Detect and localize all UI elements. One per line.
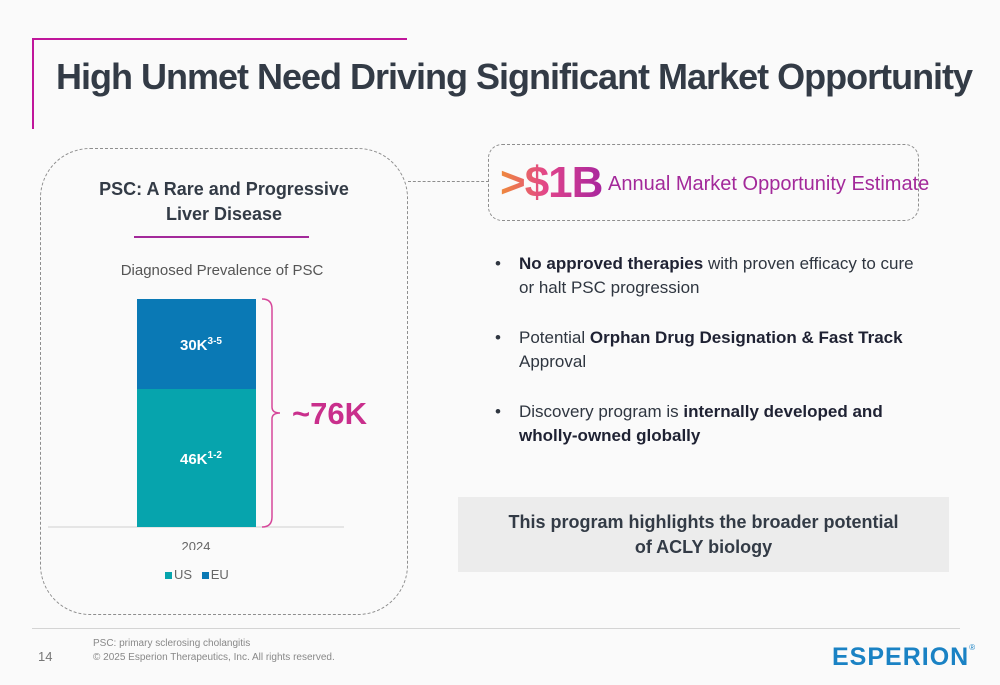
footnote-abbreviation: PSC: primary sclerosing cholangitis <box>93 638 251 649</box>
panel-divider <box>134 236 309 238</box>
highlight-line2: of ACLY biology <box>634 537 773 557</box>
bullet-2-suffix: Approval <box>519 352 587 371</box>
slide-title: High Unmet Need Driving Significant Mark… <box>56 56 973 97</box>
bullet-no-approved-therapies: • No approved therapies with proven effi… <box>495 252 925 300</box>
bullet-1-text: with proven efficacy to cure or halt PSC… <box>519 254 914 297</box>
legend-item-eu: EU <box>201 567 229 582</box>
prevalence-chart: 46K1-2 30K3-5 ~76K 2024 <box>48 298 368 550</box>
logo-text: ESPERION <box>832 643 970 671</box>
footer-divider <box>32 628 960 629</box>
bar-segment-eu <box>137 299 256 389</box>
logo-registered-mark: ® <box>969 643 977 652</box>
total-annotation: ~76K <box>292 396 368 431</box>
bullet-orphan-drug: • Potential Orphan Drug Designation & Fa… <box>495 326 925 374</box>
bullet-2-bold: Orphan Drug Designation & Fast Track <box>589 328 903 347</box>
chart-legend: US EU <box>165 567 235 582</box>
legend-swatch-us <box>165 572 172 580</box>
market-opportunity-box <box>488 144 919 221</box>
bullet-discovery-program: • Discovery program is internally develo… <box>495 400 925 448</box>
bar-label-us-value: 46K <box>180 451 208 468</box>
panel-title-line2: Liver Disease <box>165 204 283 224</box>
page-number: 14 <box>38 649 53 664</box>
bullet-dot: • <box>495 254 501 273</box>
legend-item-us: US <box>165 567 192 582</box>
title-accent-line <box>32 38 407 40</box>
bar-label-eu-value: 30K <box>180 337 208 354</box>
bullet-1-bold: No approved therapies <box>519 254 704 273</box>
footnote: PSC: primary sclerosing cholangitis © 20… <box>93 637 335 665</box>
panel-title-line1: PSC: A Rare and Progressive <box>99 179 349 199</box>
bar-label-eu: 30K3-5 <box>180 336 222 354</box>
bar-label-eu-sup: 3-5 <box>208 336 223 347</box>
market-value: >$1B <box>500 158 603 207</box>
esperion-logo: ESPERION® <box>832 643 976 672</box>
bullet-3-prefix: Discovery program is <box>519 402 684 421</box>
title-accent-line-vertical <box>32 38 34 129</box>
bar-label-us-sup: 1-2 <box>208 450 223 461</box>
legend-label-eu: EU <box>210 567 229 582</box>
highlight-line1: This program highlights the broader pote… <box>508 512 899 532</box>
bullet-dot: • <box>495 402 501 421</box>
x-tick-label-2024: 2024 <box>182 539 211 550</box>
panel-connector-line <box>408 181 489 182</box>
psc-panel <box>40 148 408 615</box>
chart-title: Diagnosed Prevalence of PSC <box>120 262 324 279</box>
legend-swatch-eu <box>201 572 209 580</box>
bullet-dot: • <box>495 328 501 347</box>
highlight-text: This program highlights the broader pote… <box>458 510 949 560</box>
total-bracket <box>261 298 281 528</box>
key-points-list: • No approved therapies with proven effi… <box>495 252 925 474</box>
bullet-3-bold: internally developed and wholly-owned gl… <box>519 402 883 445</box>
panel-title: PSC: A Rare and Progressive Liver Diseas… <box>80 177 368 227</box>
bar-label-us: 46K1-2 <box>180 450 222 468</box>
bar-segment-us <box>137 389 256 527</box>
bullet-2-prefix: Potential <box>519 328 590 347</box>
highlight-box <box>458 497 949 572</box>
market-label: Annual Market Opportunity Estimate <box>608 173 930 195</box>
legend-label-us: US <box>174 567 193 582</box>
footnote-copyright: © 2025 Esperion Therapeutics, Inc. All r… <box>93 652 335 663</box>
